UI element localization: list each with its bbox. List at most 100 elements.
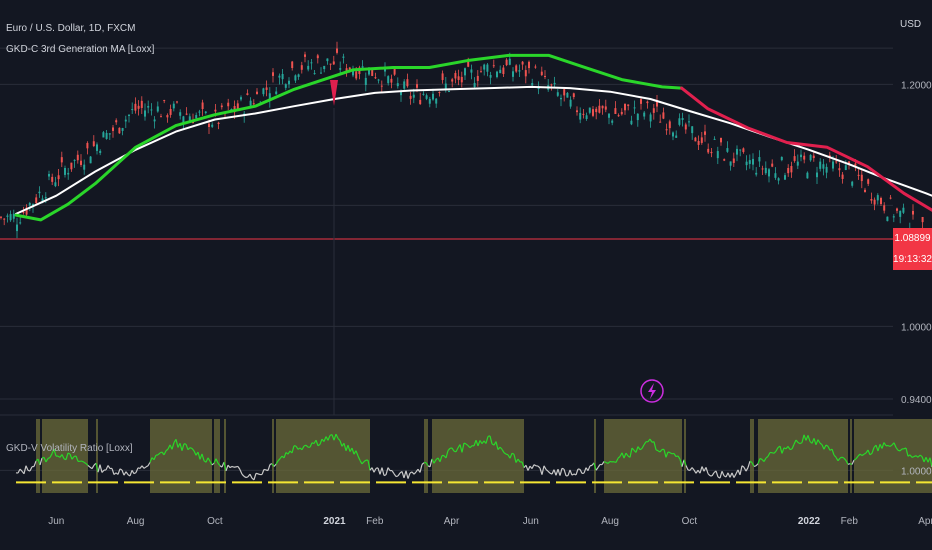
candle-body [368, 67, 370, 75]
candle-body [182, 116, 185, 124]
osc-segment [107, 465, 111, 469]
candle-body [390, 78, 393, 83]
candle-body [438, 91, 441, 93]
osc-segment [781, 447, 785, 454]
osc-segment [217, 462, 221, 467]
candle-body [195, 115, 198, 119]
candle-body [108, 133, 111, 135]
osc-segment [517, 458, 521, 463]
candle-body [768, 169, 770, 177]
candle-body [304, 54, 306, 57]
osc-segment [579, 469, 583, 474]
osc-segment [395, 475, 399, 478]
osc-segment [773, 450, 777, 454]
candle-body [400, 91, 402, 96]
osc-segment [397, 472, 401, 477]
candle-body [585, 115, 588, 119]
osc-segment [593, 462, 597, 471]
price-badge: 1.08899 [893, 228, 932, 249]
candle-body [710, 151, 713, 154]
osc-segment [267, 464, 271, 471]
osc-segment [553, 469, 557, 476]
osc-segment [131, 470, 135, 474]
osc-segment [707, 473, 711, 477]
osc-segment [451, 447, 455, 452]
candle-body [755, 172, 758, 175]
candle-body [486, 64, 489, 72]
osc-segment [881, 442, 885, 449]
osc-segment [679, 459, 683, 467]
candle-body [96, 144, 98, 151]
osc-segment [187, 447, 191, 451]
candle-body [601, 105, 604, 109]
osc-segment [505, 453, 509, 456]
candle-body [556, 92, 559, 96]
sell-arrow-icon [330, 80, 338, 106]
candle-body [902, 207, 905, 213]
candle-body [742, 148, 745, 153]
osc-segment [439, 455, 443, 463]
candle-body [627, 104, 630, 106]
osc-segment [97, 464, 101, 473]
osc-segment [767, 452, 771, 457]
osc-segment [377, 467, 381, 475]
osc-segment [575, 468, 579, 476]
osc-segment [733, 473, 737, 478]
candle-body [297, 74, 300, 77]
osc-segment [759, 457, 763, 460]
candle-body [716, 151, 719, 159]
osc-segment [613, 461, 617, 464]
candle-body [566, 92, 569, 98]
candle-body [35, 197, 38, 204]
osc-segment [545, 468, 549, 472]
candle-body [614, 108, 617, 114]
candle-body [880, 197, 882, 205]
candle-body [531, 83, 534, 86]
grid [0, 47, 893, 471]
candle-body [921, 216, 924, 223]
candle-body [473, 82, 476, 88]
osc-segment [731, 472, 735, 478]
candle-body [252, 103, 255, 105]
osc-segment [197, 451, 201, 460]
candle-body [12, 213, 15, 219]
osc-segment [69, 453, 73, 460]
time-tick-label: 2022 [798, 516, 821, 527]
candle-body [204, 111, 207, 113]
volatility-band [594, 419, 596, 493]
osc-segment [857, 453, 861, 457]
osc-segment [561, 467, 565, 470]
candle-body [838, 168, 841, 171]
candle-body [32, 203, 34, 207]
osc-segment [637, 446, 641, 451]
candle-body [432, 93, 434, 100]
candle-body [118, 127, 121, 134]
osc-segment [209, 460, 213, 466]
osc-segment [383, 474, 387, 477]
candle-body [144, 110, 146, 117]
candle-body [348, 67, 351, 70]
osc-segment [265, 469, 269, 472]
osc-segment [179, 443, 183, 451]
candle-body [652, 108, 655, 113]
osc-segment [165, 448, 169, 452]
candle-body [246, 93, 249, 95]
candle-body [553, 82, 556, 85]
osc-segment [273, 463, 277, 467]
osc-segment [841, 456, 845, 459]
time-tick-label: Apr [918, 516, 932, 527]
candle-body [428, 98, 431, 104]
osc-segment [783, 447, 787, 450]
osc-segment [245, 476, 249, 479]
osc-segment [659, 449, 663, 453]
osc-segment [571, 473, 575, 476]
volatility-band [272, 419, 274, 493]
candle-body [342, 56, 345, 58]
candle-body [51, 176, 54, 182]
candle-body [137, 105, 140, 109]
osc-segment [19, 468, 23, 472]
osc-segment [123, 471, 127, 476]
osc-segment [239, 469, 243, 475]
candle-body [828, 155, 831, 158]
